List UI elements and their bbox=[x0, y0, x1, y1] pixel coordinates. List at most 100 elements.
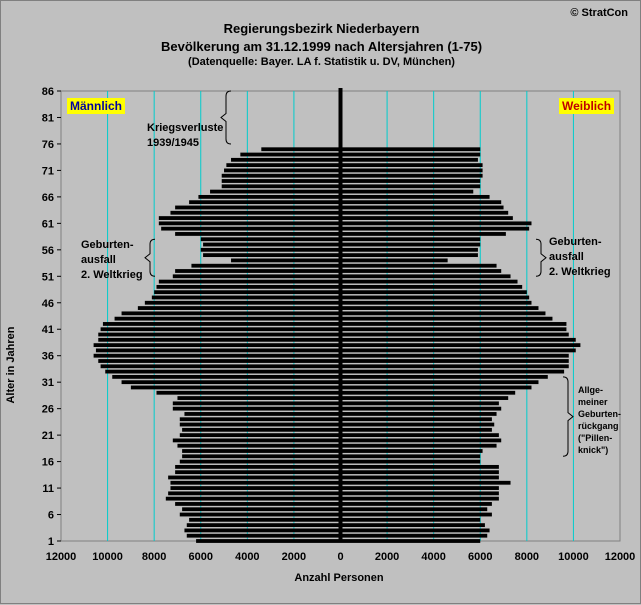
bar-male bbox=[172, 406, 341, 411]
bar-female bbox=[340, 517, 481, 522]
bar-male bbox=[154, 290, 341, 295]
y-tick-label: 6 bbox=[48, 510, 54, 522]
annotation-birth-decline: Allge- meiner Geburten- rückgang ("Pille… bbox=[578, 385, 622, 455]
bar-female bbox=[340, 163, 483, 168]
bar-female bbox=[340, 449, 483, 453]
bar-female bbox=[340, 184, 481, 189]
bar-female bbox=[340, 194, 490, 199]
chart-subtitle: Bevölkerung am 31.12.1999 nach Altersjah… bbox=[160, 39, 483, 54]
bar-female bbox=[340, 300, 532, 305]
bar-female bbox=[340, 491, 499, 496]
bar-male bbox=[100, 364, 341, 369]
bar-female bbox=[340, 337, 576, 342]
bar-female bbox=[340, 459, 481, 464]
bar-female bbox=[340, 438, 502, 443]
bar-male bbox=[172, 438, 341, 443]
bar-female bbox=[340, 353, 569, 358]
bar-female bbox=[340, 406, 502, 411]
bar-female bbox=[340, 486, 499, 490]
bar-female bbox=[340, 226, 530, 231]
bar-female bbox=[340, 380, 539, 385]
bar-male bbox=[184, 528, 341, 533]
bar-male bbox=[182, 449, 341, 453]
bar-female bbox=[340, 364, 569, 369]
data-source: (Datenquelle: Bayer. LA f. Statistik u. … bbox=[188, 56, 455, 68]
bar-female bbox=[340, 322, 567, 326]
bar-male bbox=[114, 316, 341, 321]
bar-male bbox=[179, 512, 341, 517]
bar-male bbox=[170, 480, 341, 485]
bar-male bbox=[172, 401, 341, 406]
bar-male bbox=[196, 539, 341, 543]
bracket-war-losses bbox=[220, 90, 232, 145]
bar-male bbox=[186, 533, 341, 538]
bar-male bbox=[156, 390, 341, 395]
y-tick-label: 26 bbox=[42, 404, 54, 416]
bar-male bbox=[189, 517, 341, 522]
y-tick-label: 86 bbox=[42, 86, 54, 98]
bar-male bbox=[261, 147, 341, 152]
bar-female bbox=[340, 332, 569, 337]
bar-female bbox=[340, 523, 485, 528]
bar-female bbox=[340, 412, 497, 416]
x-tick-label: 4000 bbox=[421, 551, 445, 563]
bar-female bbox=[340, 396, 509, 400]
bar-male bbox=[224, 168, 341, 173]
x-tick-label: 4000 bbox=[235, 551, 259, 563]
bar-male bbox=[179, 422, 341, 427]
bar-male bbox=[172, 274, 341, 279]
y-tick-label: 21 bbox=[42, 430, 54, 442]
bar-female bbox=[340, 147, 481, 152]
bar-female bbox=[340, 306, 539, 310]
x-tick-label: 0 bbox=[337, 551, 343, 563]
bar-male bbox=[98, 332, 341, 337]
annotation-birth-gap-female: Geburten- ausfall 2. Weltkrieg bbox=[549, 236, 611, 278]
bar-female bbox=[340, 316, 553, 321]
bar-female bbox=[340, 348, 576, 353]
x-tick-label: 6000 bbox=[468, 551, 492, 563]
legend-male: Männlich bbox=[67, 98, 126, 114]
annotation-war-losses: Kriegsverluste 1939/1945 bbox=[147, 122, 224, 149]
bar-male bbox=[179, 433, 341, 438]
bar-female bbox=[340, 464, 499, 469]
bar-male bbox=[170, 210, 341, 215]
bar-male bbox=[177, 443, 341, 448]
bar-female bbox=[340, 427, 492, 432]
copyright-label: © StratCon bbox=[570, 7, 628, 19]
bar-female bbox=[340, 539, 481, 543]
bar-male bbox=[231, 258, 341, 263]
bar-female bbox=[340, 496, 499, 501]
bar-female bbox=[340, 528, 490, 533]
bar-female bbox=[340, 507, 488, 512]
y-tick-label: 76 bbox=[42, 139, 54, 151]
bar-female bbox=[340, 152, 481, 157]
x-axis-label: Anzahl Personen bbox=[294, 572, 384, 584]
bar-male bbox=[156, 284, 341, 289]
bar-female bbox=[340, 311, 546, 316]
bar-female bbox=[340, 475, 499, 480]
bar-male bbox=[121, 311, 341, 316]
bar-male bbox=[95, 348, 341, 353]
bar-female bbox=[340, 470, 499, 475]
bar-female bbox=[340, 157, 478, 162]
bar-female bbox=[340, 232, 506, 236]
bar-male bbox=[210, 189, 341, 194]
bar-female bbox=[340, 284, 523, 289]
x-tick-label: 12000 bbox=[605, 551, 636, 563]
bar-male bbox=[177, 396, 341, 400]
x-tick-label: 8000 bbox=[142, 551, 166, 563]
y-tick-label: 66 bbox=[42, 192, 54, 204]
bar-male bbox=[203, 242, 341, 247]
bar-male bbox=[179, 459, 341, 464]
bar-male bbox=[175, 269, 341, 273]
bar-male bbox=[203, 253, 341, 258]
bar-male bbox=[175, 232, 341, 236]
bar-female bbox=[340, 343, 581, 348]
bar-female bbox=[340, 512, 492, 517]
bar-male bbox=[175, 470, 341, 475]
bracket-birth-decline bbox=[562, 376, 574, 457]
bar-male bbox=[165, 496, 341, 501]
bar-female bbox=[340, 210, 509, 215]
